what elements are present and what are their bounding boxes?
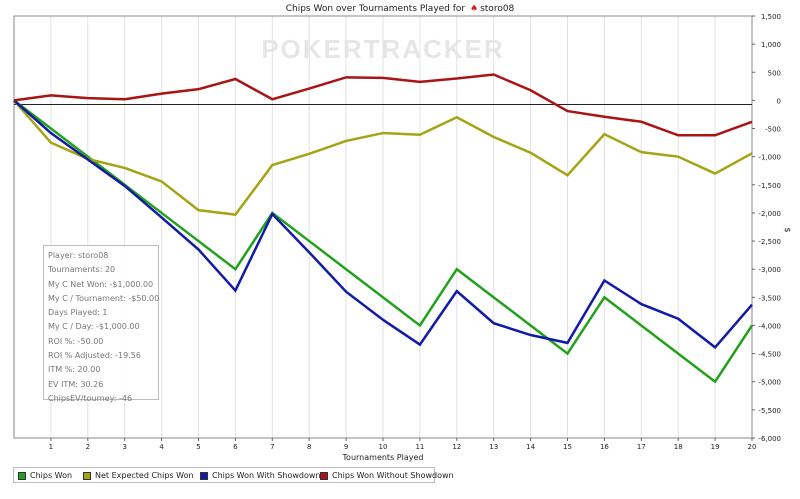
x-tick-label: 6	[233, 443, 238, 451]
legend-swatch	[200, 471, 208, 480]
x-tick-label: 11	[415, 443, 424, 451]
axis-ticks: 1 2 3 4 5 6 7 8 9 10 11 12 13 14 15 16 17 18 19 201,5001,00…	[49, 13, 781, 451]
x-tick-label: 18	[674, 443, 683, 451]
y-tick-label: -5,500	[758, 407, 781, 415]
chart-gridlines	[50, 16, 753, 438]
legend-label: Chips Won Without Showdown	[332, 471, 454, 480]
y-tick-label: -5,000	[758, 379, 781, 387]
y-tick-label: -4,000	[758, 322, 781, 330]
chart-title: Chips Won over Tournaments Played for ♠ s…	[0, 4, 800, 14]
y-tick-label: 1,000	[761, 41, 781, 49]
series-line-chips-won-with-showdown	[13, 99, 753, 350]
stat-line: ROI % Adjusted: -19.56	[48, 351, 141, 361]
y-tick-label: 0	[777, 97, 781, 105]
x-tick-label: 13	[489, 443, 498, 451]
stat-line: Tournaments: 20	[48, 265, 116, 275]
chart-title-player: storo08	[480, 4, 515, 14]
stat-line: ITM %: 20.00	[48, 365, 101, 375]
x-tick-label: 9	[344, 443, 348, 451]
y-tick-label: -2,500	[758, 238, 781, 246]
stat-line: EV ITM: 30.26	[48, 379, 104, 389]
y-tick-label: 500	[768, 69, 781, 77]
stat-line: Player: storo08	[48, 251, 109, 260]
x-tick-label: 1	[49, 443, 53, 451]
x-axis-label: Tournaments Played	[342, 453, 424, 462]
stat-line: Days Played: 1	[48, 308, 108, 318]
legend-swatch	[320, 471, 328, 480]
series-line-net-expected-chips-won	[13, 99, 753, 216]
y-tick-label: -3,000	[758, 266, 781, 274]
stat-line: My C Net Won: -$1,000.00	[48, 279, 154, 289]
y-tick-label: -2,000	[758, 210, 781, 218]
x-tick-label: 5	[196, 443, 200, 451]
legend-label: Net Expected Chips Won	[95, 471, 194, 480]
x-tick-label: 17	[637, 443, 646, 451]
legend-swatch	[83, 471, 91, 480]
stat-line: My C / Tournament: -$50.00	[48, 293, 160, 303]
x-tick-label: 2	[86, 443, 90, 451]
x-tick-label: 16	[600, 443, 609, 451]
y-tick-label: -1,000	[758, 154, 781, 162]
stats-summary-box: Player: storo08 Tournaments: 20 My C Net W…	[43, 245, 160, 403]
x-tick-label: 7	[270, 443, 274, 451]
y-tick-label: 1,500	[761, 13, 781, 21]
stat-line: My C / Day: -$1,000.00	[48, 322, 140, 332]
legend-swatch	[18, 471, 26, 480]
x-tick-label: 8	[307, 443, 311, 451]
chart-series	[13, 73, 754, 384]
legend-item-net-expected-chips-won[interactable]: Net Expected Chips Won	[83, 471, 194, 481]
legend-item-chips-won[interactable]: Chips Won	[18, 471, 72, 481]
x-tick-label: 12	[452, 443, 461, 451]
y-tick-label: -6,000	[758, 435, 781, 443]
chart-title-text: Chips Won over Tournaments Played for	[285, 4, 466, 14]
stat-line: ROI %: -50.00	[48, 336, 104, 346]
legend-label: Chips Won With Showdown	[212, 471, 321, 480]
x-tick-label: 14	[526, 443, 535, 451]
y-tick-label: -3,500	[758, 294, 781, 302]
series-line-chips-won	[13, 99, 754, 384]
x-tick-label: 19	[711, 443, 720, 451]
legend-item-chips-won-with-showdown[interactable]: Chips Won With Showdown	[200, 471, 321, 481]
y-axis-label: $	[783, 227, 792, 232]
x-tick-label: 10	[379, 443, 388, 451]
spade-icon: ♠	[470, 4, 479, 14]
legend-item-chips-won-without-showdown[interactable]: Chips Won Without Showdown	[320, 471, 454, 481]
x-tick-label: 15	[563, 443, 572, 451]
y-tick-label: -500	[765, 126, 781, 134]
stat-line: ChipsEV/tourney: -46	[48, 393, 133, 403]
watermark-text: POKERTRACKER	[261, 34, 505, 64]
series-line-chips-won-without-showdown	[13, 73, 753, 137]
y-tick-label: -4,500	[758, 351, 781, 359]
x-tick-label: 20	[748, 443, 757, 451]
chart-legend: Chips Won Net Expected Chips Won Chips Won…	[13, 467, 454, 483]
y-tick-label: -1,500	[758, 182, 781, 190]
x-tick-label: 3	[122, 443, 126, 451]
legend-label: Chips Won	[30, 471, 73, 480]
x-tick-label: 4	[159, 443, 164, 451]
